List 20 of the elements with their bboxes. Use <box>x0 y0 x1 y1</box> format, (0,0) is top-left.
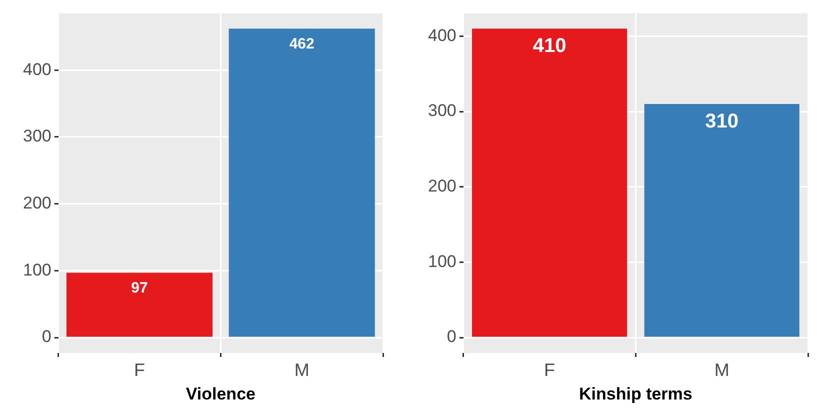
y-tick-label: 200 <box>22 194 52 213</box>
x-tick-label: M <box>714 360 730 380</box>
y-tick-label: 400 <box>428 26 456 45</box>
y-tick-label: 0 <box>446 327 456 346</box>
y-tick-label: 400 <box>22 60 52 79</box>
y-tick-label: 100 <box>428 252 456 271</box>
data-label: 410 <box>532 35 566 58</box>
y-tick-label: 100 <box>22 260 52 280</box>
x-tick-label: F <box>544 360 556 380</box>
data-label: 97 <box>131 279 148 296</box>
data-label: 310 <box>705 110 739 133</box>
x-axis-title: Kinship terms <box>579 384 692 404</box>
x-tick-label: M <box>294 360 310 380</box>
x-tick-label: F <box>134 360 146 380</box>
y-tick-label: 200 <box>428 176 456 196</box>
data-label: 462 <box>289 35 314 52</box>
y-tick-label: 300 <box>428 101 456 120</box>
x-axis-title: Violence <box>186 384 256 404</box>
y-tick-label: 300 <box>22 126 52 146</box>
y-tick-label: 0 <box>42 327 52 346</box>
